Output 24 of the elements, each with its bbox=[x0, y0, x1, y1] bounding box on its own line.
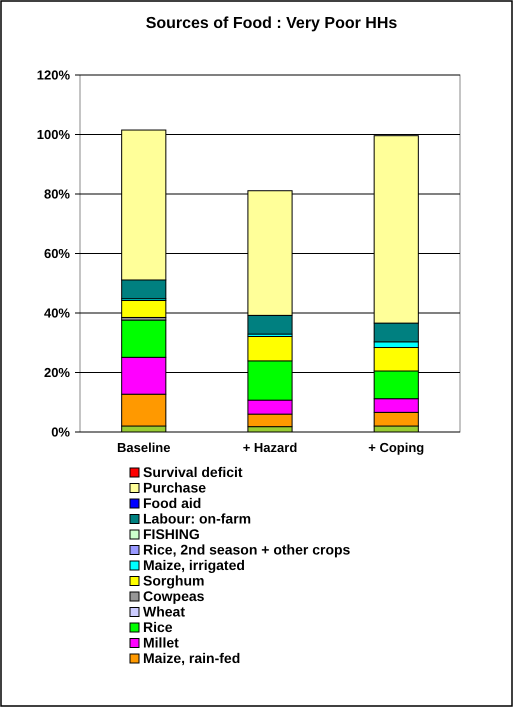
x-tick-label: Baseline bbox=[117, 440, 170, 455]
legend-label: Cowpeas bbox=[143, 588, 205, 604]
legend-label: Rice, 2nd season + other crops bbox=[143, 542, 351, 558]
x-tick-label: + Hazard bbox=[242, 440, 298, 455]
legend-label: Sorghum bbox=[143, 572, 204, 588]
legend-label: Millet bbox=[143, 634, 180, 650]
legend-label: FISHING bbox=[143, 526, 200, 542]
legend-label: Survival deficit bbox=[143, 464, 243, 480]
y-tick-label: 80% bbox=[44, 186, 70, 202]
y-tick-label: 60% bbox=[44, 246, 70, 262]
y-tick-label: 120% bbox=[36, 68, 70, 83]
legend-label: Maize, irrigated bbox=[143, 557, 245, 573]
legend-label: Maize, rain-fed bbox=[143, 650, 240, 666]
chart-title: Sources of Food : Very Poor HHs bbox=[146, 15, 398, 32]
y-tick-label: 40% bbox=[44, 306, 70, 321]
x-tick-label: + Coping bbox=[368, 440, 424, 455]
legend-label: Rice bbox=[143, 619, 173, 635]
legend-label: Labour: on-farm bbox=[143, 510, 252, 526]
y-tick-label: 20% bbox=[44, 365, 70, 380]
y-tick-label: 0% bbox=[51, 424, 70, 440]
legend-label: Purchase bbox=[143, 480, 206, 496]
legend-label: Wheat bbox=[143, 604, 186, 620]
legend-label: Food aid bbox=[143, 495, 202, 511]
y-tick-label: 100% bbox=[36, 127, 70, 142]
